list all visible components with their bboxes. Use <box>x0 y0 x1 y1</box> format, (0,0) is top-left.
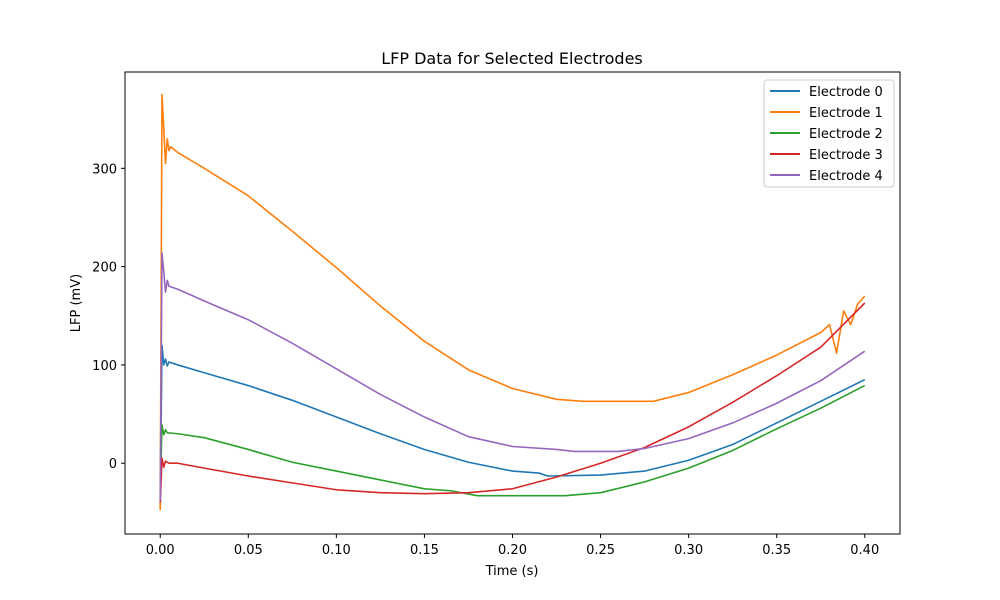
x-tick-label: 0.20 <box>498 543 527 558</box>
legend-label-electrode-0: Electrode 0 <box>809 85 883 100</box>
plot-area-frame <box>124 71 901 535</box>
legend-label-electrode-4: Electrode 4 <box>809 169 883 184</box>
x-axis-ticks: 0.00 0.05 0.10 0.15 0.20 0.25 0.30 0.35 0.40 <box>146 534 879 558</box>
x-tick-label: 0.25 <box>586 543 615 558</box>
y-axis-label: LFP (mV) <box>69 274 84 332</box>
y-tick-label: 0 <box>109 457 117 472</box>
series-line-electrode-4 <box>159 252 866 501</box>
x-tick-label: 0.35 <box>762 543 791 558</box>
y-tick-label: 200 <box>92 261 117 276</box>
y-axis-ticks: 0 100 200 300 <box>92 162 125 472</box>
y-tick-label: 300 <box>92 162 117 177</box>
x-tick-label: 0.05 <box>234 543 263 558</box>
y-tick-label: 100 <box>92 359 117 374</box>
x-tick-label: 0.30 <box>674 543 703 558</box>
x-tick-label: 0.10 <box>322 543 351 558</box>
legend-label-electrode-3: Electrode 3 <box>809 148 883 163</box>
legend-label-electrode-2: Electrode 2 <box>809 127 883 142</box>
x-axis-label: Time (s) <box>485 564 539 579</box>
x-tick-label: 0.00 <box>146 543 175 558</box>
x-tick-label: 0.15 <box>410 543 439 558</box>
legend-box <box>763 79 895 188</box>
x-tick-label: 0.40 <box>850 543 879 558</box>
series-line-electrode-1 <box>159 93 866 511</box>
plot-lines <box>159 93 866 511</box>
chart-title: LFP Data for Selected Electrodes <box>381 49 643 68</box>
legend: Electrode 0 Electrode 1 Electrode 2 Electro… <box>763 79 895 188</box>
series-line-electrode-3 <box>159 302 866 503</box>
series-line-electrode-2 <box>159 384 866 497</box>
legend-label-electrode-1: Electrode 1 <box>809 106 883 121</box>
series-line-electrode-0 <box>159 344 866 508</box>
